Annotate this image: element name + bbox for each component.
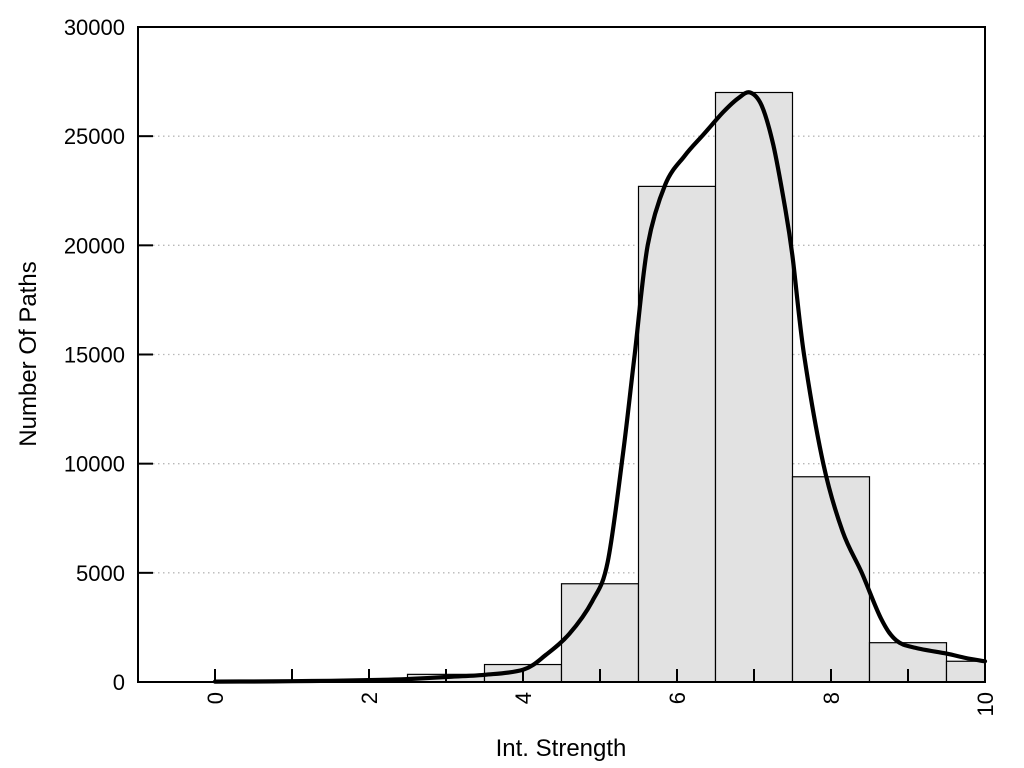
histogram-bar — [637, 185, 717, 683]
x-tick-label: 8 — [819, 692, 844, 704]
y-tick-label: 10000 — [64, 452, 125, 477]
y-tick-label: 15000 — [64, 343, 125, 368]
histogram-bar — [791, 476, 871, 683]
y-tick-label: 0 — [113, 670, 125, 695]
y-tick-label: 20000 — [64, 233, 125, 258]
x-tick-label: 0 — [203, 692, 228, 704]
x-axis-title: Int. Strength — [496, 735, 627, 762]
y-tick-label: 25000 — [64, 124, 125, 149]
y-axis-title: Number Of Paths — [15, 261, 42, 446]
histogram-bars-layer — [406, 91, 986, 683]
x-tick-label: 6 — [665, 692, 690, 704]
x-tick-label: 2 — [357, 692, 382, 704]
x-tick-label: 4 — [511, 692, 536, 704]
tick-label-layer: 0 2 4 6 8 10 0 5000 10000 15000 20000 25000 30000 — [64, 15, 998, 716]
histogram-bar — [945, 660, 986, 683]
gridline-layer — [153, 135, 985, 574]
tick-layer — [138, 26, 986, 683]
x-tick-label: 10 — [973, 692, 998, 716]
histogram-bar — [560, 583, 640, 683]
y-tick-label: 30000 — [64, 15, 125, 40]
y-tick-label: 5000 — [76, 561, 125, 586]
